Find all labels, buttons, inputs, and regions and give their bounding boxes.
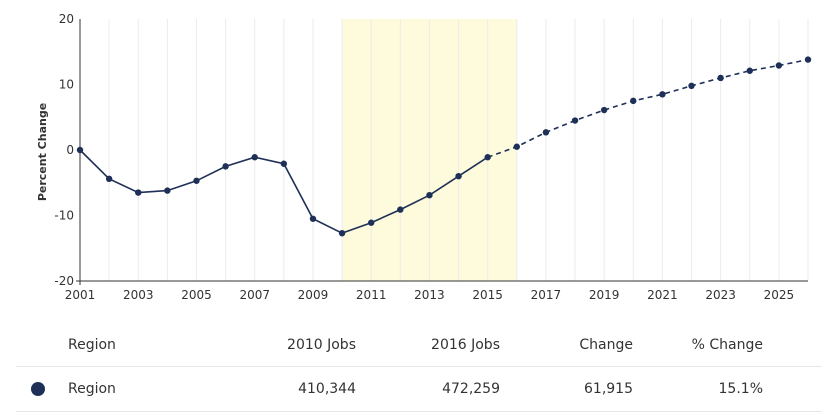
table-header-row: Region 2010 Jobs 2016 Jobs Change % Chan… (16, 324, 822, 367)
data-point (164, 187, 171, 194)
data-point (309, 215, 317, 222)
summary-table: Region 2010 Jobs 2016 Jobs Change % Chan… (16, 324, 822, 412)
data-point (251, 154, 258, 161)
x-tick-label: 2025 (764, 288, 795, 302)
x-tick-label: 2009 (298, 288, 329, 302)
header-2010-jobs: 2010 Jobs (287, 337, 356, 353)
x-tick-label: 2005 (181, 288, 212, 302)
y-tick-label: 10 (59, 78, 74, 92)
x-tick-label: 2023 (705, 288, 736, 302)
row-2010-jobs: 410,344 (298, 381, 356, 397)
data-point (455, 173, 462, 180)
percent-change-line-chart: 2001 2003 2005 2007 2009 2011 2013 2015 2017 2019… (36, 12, 812, 302)
x-tick-label: 2019 (589, 288, 620, 302)
series-marker-icon (31, 382, 45, 396)
x-tick-label: 2015 (472, 288, 503, 302)
data-point (368, 219, 375, 226)
data-point (135, 189, 142, 196)
x-tick-label: 2017 (531, 288, 562, 302)
row-change: 61,915 (584, 381, 633, 397)
data-point (397, 206, 404, 213)
data-point (746, 67, 753, 74)
label-layer: 2001 2003 2005 2007 2009 2011 2013 2015 2017 2019… (54, 12, 794, 302)
series-line-projected (487, 58, 809, 158)
data-point (659, 91, 666, 98)
series-layer (76, 56, 812, 237)
data-point (76, 146, 84, 154)
row-2016-jobs: 472,259 (442, 381, 500, 397)
row-region: Region (68, 381, 116, 397)
y-tick-label: 20 (59, 12, 74, 26)
header-change: Change (579, 337, 633, 353)
data-point (717, 74, 724, 82)
x-tick-label: 2011 (356, 288, 387, 302)
header-2016-jobs: 2016 Jobs (431, 337, 500, 353)
x-tick-label: 2001 (65, 288, 96, 302)
x-tick-label: 2007 (239, 288, 270, 302)
y-tick-label: -10 (54, 209, 74, 223)
y-tick-label: -20 (54, 274, 74, 288)
data-point (600, 106, 608, 114)
y-axis-label: Percent Change (36, 103, 49, 201)
header-region: Region (68, 337, 116, 353)
data-point (630, 97, 637, 105)
data-point (804, 56, 812, 63)
y-tick-label: 0 (66, 143, 74, 157)
data-point (542, 129, 550, 136)
x-tick-label: 2021 (647, 288, 678, 302)
header-percent-change: % Change (691, 337, 763, 353)
data-point (571, 117, 579, 124)
data-point (688, 82, 695, 90)
row-percent-change: 15.1% (718, 381, 763, 397)
data-point (775, 62, 783, 69)
data-point (513, 143, 520, 150)
x-tick-label: 2003 (123, 288, 154, 302)
data-point (484, 154, 491, 161)
grid-layer (108, 19, 809, 281)
data-point (222, 163, 229, 170)
data-point (105, 175, 113, 183)
data-point (338, 229, 346, 237)
data-point (426, 191, 433, 199)
x-tick-label: 2013 (414, 288, 445, 302)
data-point (193, 177, 200, 184)
table-row: Region 410,344 472,259 61,915 15.1% (16, 367, 822, 412)
data-point (280, 160, 288, 167)
